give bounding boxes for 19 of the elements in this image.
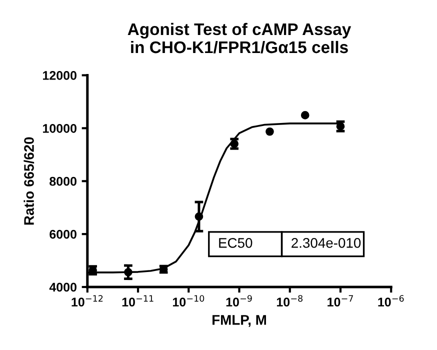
x-tick-label: 10$^{−6}$ [378,295,404,307]
annotation: EC50 [219,238,252,248]
x-tick-label: 10$^{−8}$ [276,295,303,307]
chart-title: Agonist Test of cAMP Assay in CHO-K1/FPR1/Gα15 cells [128,22,352,54]
point [300,111,310,120]
x-tick-label: 10$^{−9}$ [226,295,252,307]
x-tick-label: 10$^{−7}$ [328,295,353,307]
y-tick-label: 8000 [50,176,76,186]
y-tick-label: 10000 [43,124,76,133]
y-tick-label: 4000 [49,282,76,292]
x-tick-label: 10$^{−11}$ [122,295,154,307]
x-axis-title: FMLP, M [212,315,266,327]
y-tick-label: 12000 [43,71,76,80]
y-tick-label: 6000 [50,230,76,239]
x-tick-label: 10$^{−10}$ [172,295,204,307]
y-axis-title: Ratio 665/620 [24,137,34,225]
x-tick-label: 10$^{−12}$ [72,295,103,307]
point [266,127,274,136]
annotation: 2.304e-010 [292,238,361,248]
